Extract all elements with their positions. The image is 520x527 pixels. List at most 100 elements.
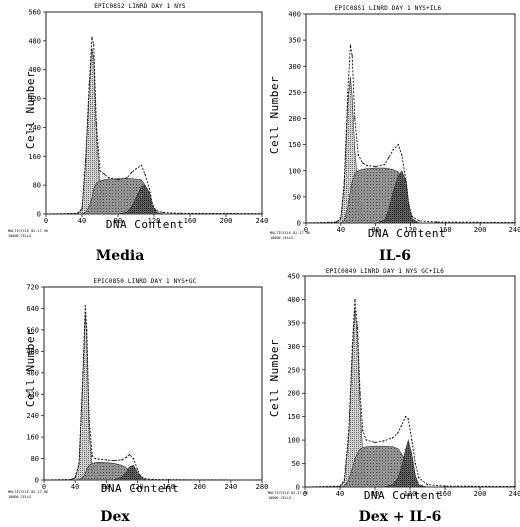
data-point (103, 173, 106, 175)
x-axis-label: DNA Content (364, 489, 442, 502)
data-point (140, 164, 143, 166)
data-point (362, 430, 364, 432)
y-tick-label: 400 (28, 66, 41, 74)
data-point (349, 44, 352, 46)
data-point (136, 468, 139, 470)
y-tick-label: 640 (26, 305, 39, 313)
data-point (97, 458, 100, 460)
y-tick-label: 300 (287, 343, 300, 351)
data-point (86, 329, 88, 331)
x-tick-label: 240 (225, 483, 238, 491)
data-point (405, 180, 407, 182)
y-tick-label: 0 (37, 211, 41, 219)
x-tick-label: 80 (102, 483, 110, 491)
x-tick-label: 120 (148, 217, 161, 225)
data-point (357, 154, 359, 156)
footer-cells: 10000 CELLS (270, 236, 293, 240)
y-tick-label: 300 (288, 63, 301, 71)
x-tick-label: 160 (439, 226, 452, 234)
data-point (388, 157, 390, 159)
panel-caption: Dex + IL-6 (359, 509, 442, 525)
data-point (392, 149, 394, 151)
data-point (418, 220, 420, 222)
data-point (401, 154, 403, 156)
data-point (139, 475, 142, 477)
data-point (354, 117, 356, 120)
data-point (151, 202, 153, 204)
plot-frame (45, 11, 263, 215)
data-point (359, 392, 361, 394)
y-tick-label: 250 (288, 89, 301, 97)
y-tick-label: 250 (287, 366, 300, 374)
data-point (84, 159, 87, 161)
data-point (126, 177, 128, 179)
data-point (132, 457, 135, 460)
footer-cells: 10000 CELLS (8, 234, 31, 238)
data-point (76, 212, 79, 214)
y-axis-label: Cell Number (268, 76, 281, 154)
x-tick-label: 240 (509, 490, 520, 498)
x-tick-label: 80 (371, 226, 379, 234)
data-point (365, 439, 367, 441)
y-tick-label: 400 (288, 11, 301, 19)
data-point (514, 221, 516, 224)
data-point (335, 221, 338, 223)
data-point (444, 485, 446, 487)
area-g0-g1 (43, 313, 262, 481)
y-tick-label: 50 (292, 460, 300, 468)
data-point (135, 168, 137, 170)
data-point (84, 305, 87, 307)
x-tick-label: 280 (256, 483, 269, 491)
y-tick-label: 150 (288, 141, 301, 149)
y-tick-label: 320 (28, 95, 41, 103)
data-point (148, 188, 151, 190)
data-point (94, 457, 97, 460)
footer-stamp: MULTICYCLE 02-17-96 (270, 231, 310, 235)
data-point (374, 441, 376, 444)
data-point (108, 177, 110, 179)
footer-stamp: MULTICYCLE 02-17-96 (8, 490, 48, 494)
footer-stamp: MULTICYCLE 02-17-96 (8, 229, 48, 233)
data-point (261, 212, 263, 215)
x-tick-label: 0 (304, 226, 308, 234)
data-point (347, 91, 349, 94)
x-tick-label: 0 (303, 490, 307, 498)
y-tick-label: 0 (297, 220, 301, 228)
y-tick-label: 560 (26, 326, 39, 334)
data-point (343, 479, 346, 481)
x-tick-label: 160 (162, 483, 175, 491)
x-axis-label: DNA Content (368, 227, 446, 240)
data-point (351, 55, 353, 57)
data-point (81, 207, 83, 210)
y-tick-label: 400 (26, 369, 39, 377)
data-point (411, 439, 413, 441)
x-axis-label: DNA Content (101, 482, 179, 495)
data-point (354, 298, 356, 301)
y-tick-label: 0 (296, 484, 300, 492)
footer-cells: 10000 CELLS (8, 495, 31, 499)
y-axis-label: Cell Number (268, 339, 281, 417)
panel-il6: EPIC0851 LINRD DAY 1 NYS+IL6 Cell Number… (268, 5, 520, 264)
plot-area: 0 80 160 240 320 400 480 560 640 720 0 40 80 120 160 20… (26, 284, 268, 492)
area-g0-g1 (305, 76, 515, 224)
data-point (407, 418, 409, 420)
data-point (397, 432, 399, 434)
data-point (366, 164, 368, 167)
x-tick-label: 240 (509, 226, 520, 234)
y-tick-label: 200 (287, 390, 300, 398)
data-point (70, 478, 73, 481)
plot-area: 0 50 100 150 200 250 300 350 400 0 40 80 120 160 200 24… (288, 11, 520, 235)
y-axis-label: Cell Number (24, 71, 37, 149)
panel-caption: Media (96, 248, 145, 264)
area-g2-m (305, 438, 515, 488)
x-tick-label: 160 (439, 490, 452, 498)
x-tick-label: 0 (44, 217, 48, 225)
x-tick-label: 40 (336, 490, 344, 498)
data-point (361, 162, 364, 164)
y-tick-label: 320 (26, 391, 39, 399)
histogram-data-line (43, 305, 263, 481)
data-point (400, 425, 402, 427)
panel-header: EPIC0849 LINRD DAY 1 NYS GC+IL6 (326, 268, 444, 275)
data-point (74, 476, 76, 478)
data-point (121, 459, 123, 461)
